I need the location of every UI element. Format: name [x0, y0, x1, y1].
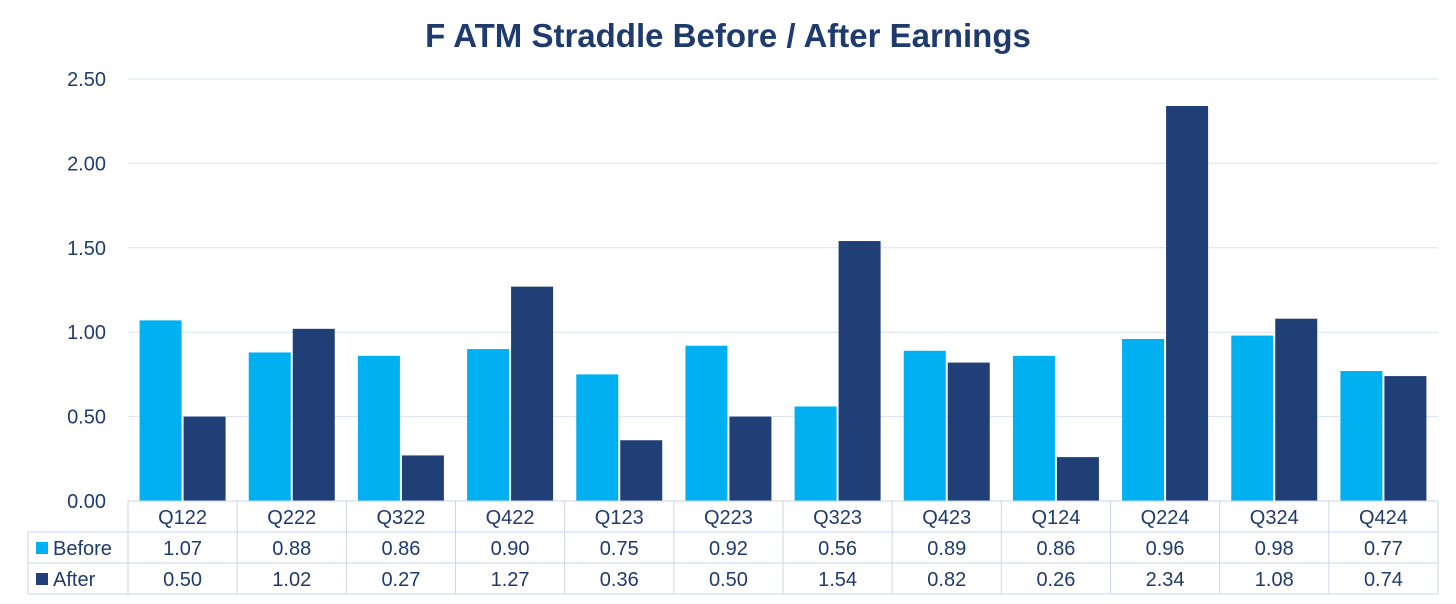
y-tick-label: 0.00 — [67, 491, 106, 513]
bar-after-q323 — [838, 241, 881, 501]
data-table: Q122 Q222 Q322 Q422 Q123 Q223 Q323 Q423 Q124 Q224… — [27, 500, 1439, 595]
data-label-after: 1.27 — [491, 569, 530, 591]
bar-after-q324 — [1275, 318, 1318, 501]
bar-after-q423 — [947, 362, 990, 501]
bar-before-q124 — [1012, 355, 1055, 501]
y-tick-label: 2.50 — [67, 69, 106, 91]
chart-title: F ATM Straddle Before / After Earnings — [425, 17, 1031, 54]
y-tick-label: 1.00 — [67, 322, 106, 344]
gridlines — [128, 78, 1438, 418]
x-tick-label: Q123 — [595, 507, 644, 529]
data-label-after: 0.36 — [600, 569, 639, 591]
data-label-after: 0.27 — [381, 569, 420, 591]
x-tick-label: Q422 — [486, 507, 535, 529]
bar-after-q123 — [620, 440, 663, 501]
data-label-after: 0.82 — [927, 569, 966, 591]
bar-after-q223 — [729, 416, 772, 501]
x-tick-label: Q423 — [922, 507, 971, 529]
x-tick-label: Q323 — [813, 507, 862, 529]
bar-before-q224 — [1122, 338, 1165, 501]
bar-before-q323 — [794, 406, 837, 501]
bar-after-q124 — [1056, 457, 1099, 501]
bar-before-q324 — [1231, 335, 1274, 501]
data-label-before: 0.86 — [381, 538, 420, 560]
x-tick-label: Q222 — [267, 507, 316, 529]
bar-after-q422 — [511, 286, 554, 501]
data-label-before: 0.90 — [491, 538, 530, 560]
data-label-before: 0.89 — [927, 538, 966, 560]
data-label-after: 0.26 — [1036, 569, 1075, 591]
y-axis-ticks: 0.00 0.50 1.00 1.50 2.00 2.50 — [67, 69, 106, 513]
x-tick-label: Q424 — [1359, 507, 1408, 529]
bar-after-q222 — [292, 328, 335, 501]
x-tick-label: Q224 — [1141, 507, 1190, 529]
bar-before-q223 — [685, 345, 728, 501]
data-label-before: 0.56 — [818, 538, 857, 560]
data-label-before: 0.98 — [1255, 538, 1294, 560]
bars — [139, 106, 1427, 502]
data-label-before: 0.88 — [272, 538, 311, 560]
legend-label-after: After — [53, 569, 96, 591]
bar-before-q322 — [357, 355, 400, 501]
y-tick-label: 1.50 — [67, 238, 106, 260]
y-tick-label: 0.50 — [67, 407, 106, 429]
bar-after-q424 — [1384, 376, 1427, 501]
x-tick-label: Q122 — [158, 507, 207, 529]
data-label-after: 1.54 — [818, 569, 857, 591]
legend-key-after — [36, 573, 48, 585]
data-label-before: 1.07 — [163, 538, 202, 560]
bar-after-q122 — [183, 416, 226, 501]
bar-before-q422 — [467, 349, 510, 501]
data-label-before: 0.86 — [1036, 538, 1075, 560]
x-tick-label: Q223 — [704, 507, 753, 529]
data-label-before: 0.92 — [709, 538, 748, 560]
bar-before-q123 — [576, 374, 619, 501]
data-label-after: 0.74 — [1364, 569, 1403, 591]
bar-before-q423 — [903, 350, 946, 501]
data-label-after: 1.08 — [1255, 569, 1294, 591]
data-label-after: 0.50 — [163, 569, 202, 591]
data-label-after: 1.02 — [272, 569, 311, 591]
legend-key-before — [36, 542, 48, 554]
bar-after-q224 — [1166, 106, 1209, 502]
bar-after-q322 — [401, 455, 444, 501]
legend-label-before: Before — [53, 538, 112, 560]
x-tick-label: Q124 — [1031, 507, 1080, 529]
x-tick-label: Q322 — [376, 507, 425, 529]
bar-before-q122 — [139, 320, 182, 501]
bar-before-q222 — [248, 352, 291, 501]
y-tick-label: 2.00 — [67, 153, 106, 175]
data-label-after: 0.50 — [709, 569, 748, 591]
x-tick-label: Q324 — [1250, 507, 1299, 529]
data-label-before: 0.96 — [1146, 538, 1185, 560]
data-label-after: 2.34 — [1146, 569, 1185, 591]
data-label-before: 0.75 — [600, 538, 639, 560]
bar-before-q424 — [1340, 371, 1383, 501]
data-label-before: 0.77 — [1364, 538, 1403, 560]
